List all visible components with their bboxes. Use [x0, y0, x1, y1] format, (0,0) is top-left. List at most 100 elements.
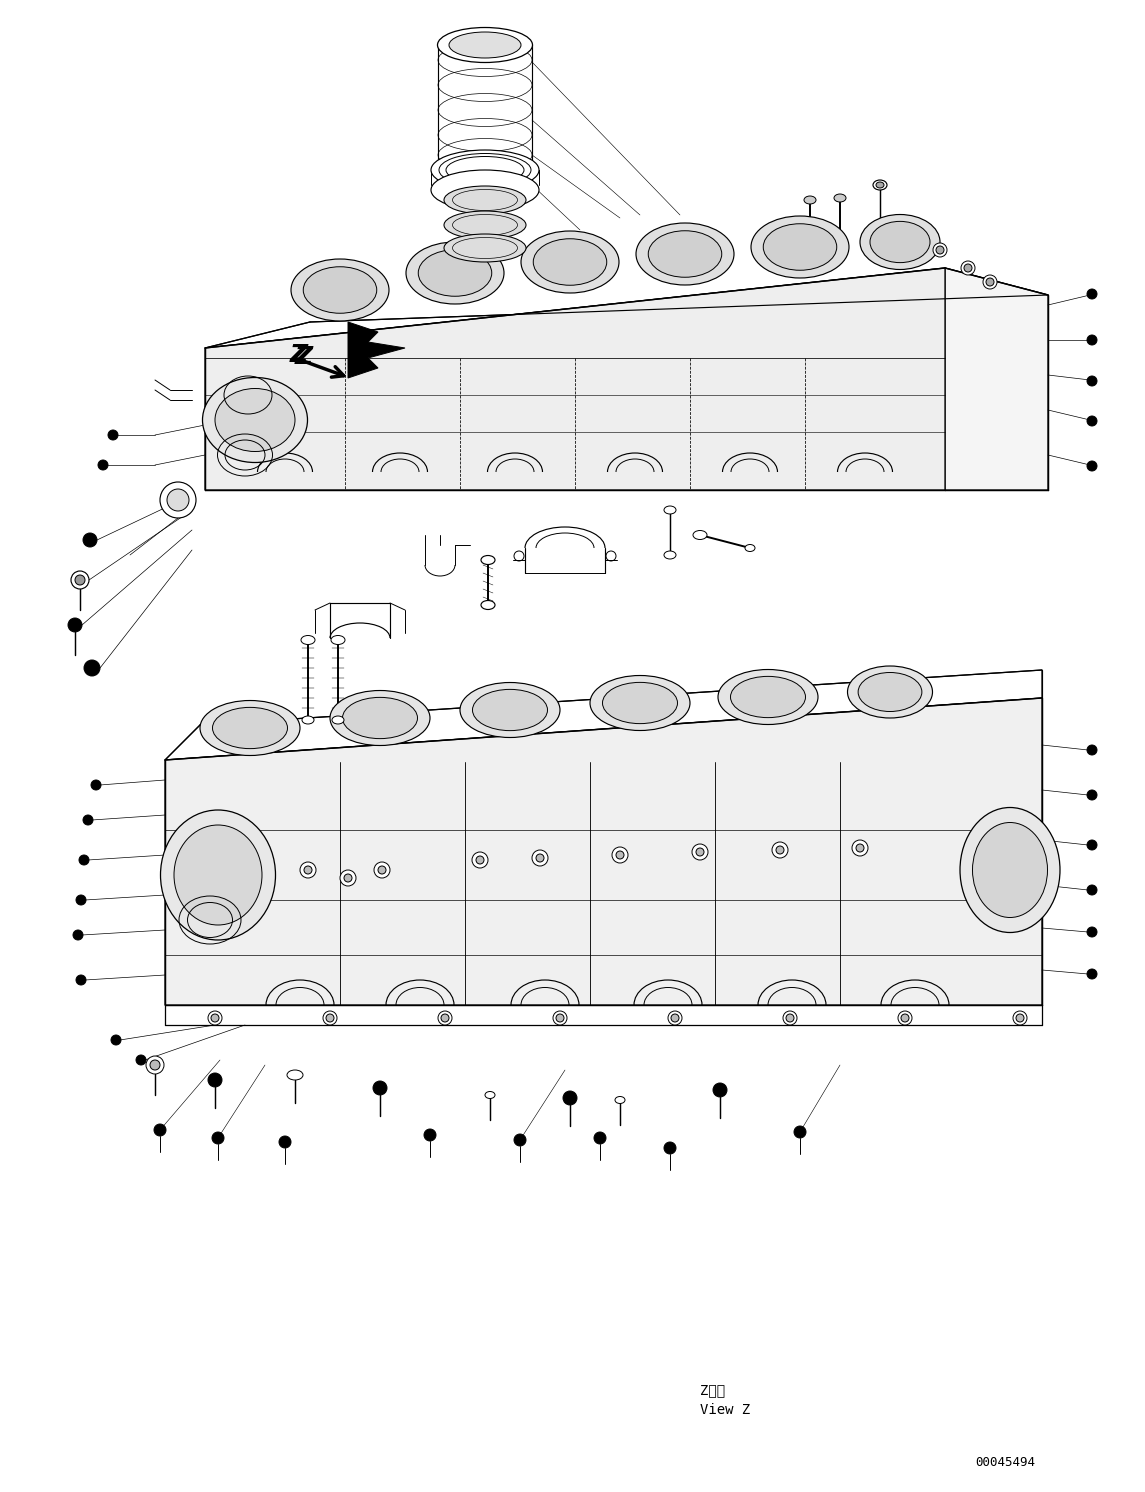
Circle shape [961, 261, 976, 275]
Circle shape [424, 1129, 436, 1141]
Circle shape [986, 278, 994, 286]
Circle shape [167, 489, 189, 510]
Circle shape [111, 1035, 121, 1044]
Circle shape [532, 850, 548, 865]
Ellipse shape [858, 673, 922, 712]
Circle shape [1087, 745, 1097, 755]
Ellipse shape [331, 636, 345, 645]
Ellipse shape [860, 215, 940, 270]
Circle shape [71, 571, 89, 589]
Text: Z　視: Z 視 [700, 1383, 725, 1397]
Ellipse shape [444, 210, 526, 239]
Ellipse shape [431, 170, 539, 210]
Circle shape [692, 844, 708, 859]
Circle shape [856, 844, 864, 852]
Circle shape [935, 246, 943, 254]
Ellipse shape [534, 239, 607, 285]
Circle shape [1016, 1015, 1024, 1022]
Circle shape [305, 865, 311, 874]
Ellipse shape [804, 195, 816, 204]
Circle shape [772, 841, 788, 858]
Ellipse shape [437, 27, 532, 63]
Circle shape [76, 574, 85, 585]
Ellipse shape [200, 701, 300, 755]
Circle shape [150, 1059, 160, 1070]
Circle shape [1087, 885, 1097, 895]
Circle shape [68, 618, 82, 633]
Ellipse shape [174, 825, 262, 925]
Circle shape [514, 1134, 526, 1146]
Circle shape [439, 1012, 452, 1025]
Polygon shape [945, 269, 1048, 489]
Circle shape [208, 1073, 222, 1088]
Ellipse shape [745, 545, 755, 552]
Ellipse shape [203, 377, 308, 463]
Polygon shape [348, 322, 405, 377]
Ellipse shape [460, 682, 560, 737]
Circle shape [852, 840, 868, 856]
Circle shape [793, 1126, 806, 1138]
Ellipse shape [731, 676, 805, 718]
Circle shape [326, 1015, 334, 1022]
Circle shape [147, 1056, 164, 1074]
Ellipse shape [870, 221, 930, 263]
Circle shape [82, 533, 97, 548]
Ellipse shape [972, 822, 1048, 918]
Ellipse shape [481, 600, 495, 610]
Circle shape [1087, 461, 1097, 471]
Ellipse shape [764, 224, 837, 270]
Circle shape [901, 1015, 909, 1022]
Circle shape [340, 870, 356, 886]
Circle shape [441, 1015, 449, 1022]
Ellipse shape [847, 665, 932, 718]
Circle shape [472, 852, 488, 868]
Circle shape [90, 780, 101, 789]
Circle shape [671, 1015, 679, 1022]
Ellipse shape [648, 231, 721, 278]
Polygon shape [205, 269, 1048, 348]
Text: Z: Z [290, 343, 308, 367]
Circle shape [374, 862, 390, 877]
Circle shape [373, 1082, 387, 1095]
Ellipse shape [287, 1070, 303, 1080]
Circle shape [898, 1012, 913, 1025]
Circle shape [1087, 376, 1097, 386]
Ellipse shape [693, 531, 706, 540]
Circle shape [378, 865, 386, 874]
Ellipse shape [342, 697, 418, 739]
Circle shape [563, 1091, 577, 1106]
Ellipse shape [872, 181, 887, 189]
Ellipse shape [615, 1097, 625, 1104]
Ellipse shape [960, 807, 1060, 932]
Circle shape [783, 1012, 797, 1025]
Circle shape [1087, 336, 1097, 345]
Circle shape [713, 1083, 727, 1097]
Ellipse shape [418, 249, 491, 297]
Circle shape [212, 1132, 224, 1144]
Circle shape [153, 1123, 166, 1135]
Ellipse shape [449, 31, 521, 58]
Circle shape [1013, 1012, 1027, 1025]
Circle shape [1087, 968, 1097, 979]
Circle shape [933, 243, 947, 257]
Circle shape [98, 460, 108, 470]
Ellipse shape [602, 682, 678, 724]
Ellipse shape [302, 716, 314, 724]
Circle shape [616, 850, 624, 859]
Circle shape [536, 853, 544, 862]
Circle shape [73, 930, 82, 940]
Circle shape [108, 430, 118, 440]
Ellipse shape [664, 506, 676, 515]
Circle shape [476, 856, 484, 864]
Ellipse shape [590, 676, 690, 731]
Ellipse shape [330, 691, 431, 746]
Ellipse shape [876, 182, 884, 188]
Circle shape [82, 815, 93, 825]
Circle shape [136, 1055, 147, 1065]
Ellipse shape [635, 222, 734, 285]
Ellipse shape [444, 234, 526, 263]
Ellipse shape [481, 555, 495, 564]
Ellipse shape [485, 1092, 495, 1098]
Circle shape [553, 1012, 567, 1025]
Circle shape [556, 1015, 564, 1022]
